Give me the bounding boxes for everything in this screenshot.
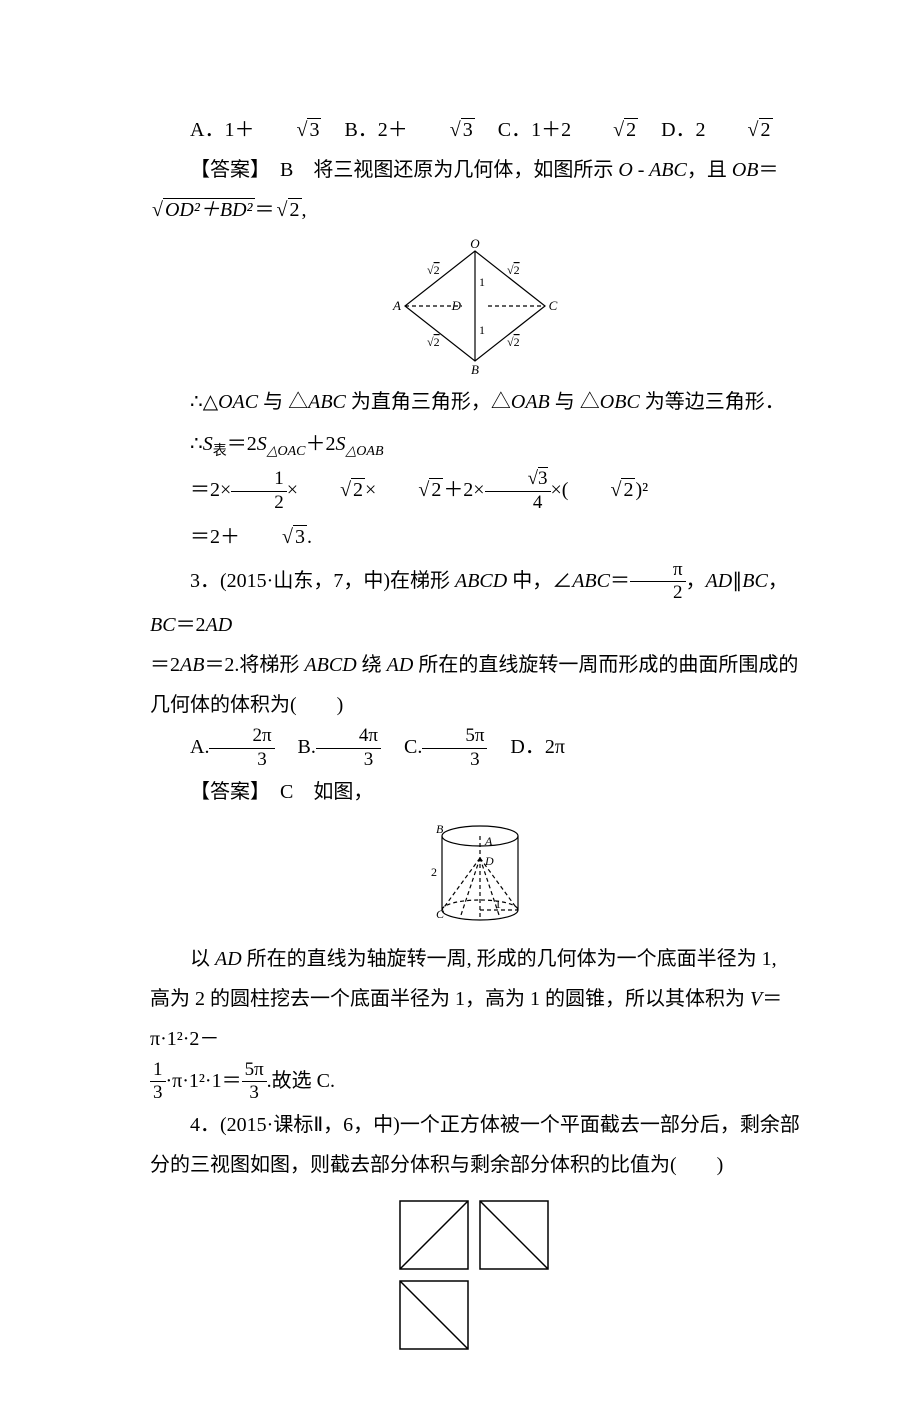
- q4-stem: 4．(2015·课标Ⅱ，6，中)一个正方体被一个平面截去一部分后，剩余部分的三视…: [150, 1105, 800, 1185]
- svg-text:B: B: [471, 362, 479, 376]
- q3-stem-line2: ＝2AB＝2.将梯形 ABCD 绕 AD 所在的直线旋转一周而形成的曲面所围成的…: [150, 645, 800, 725]
- q3-explanation: 以 AD 所在的直线为轴旋转一周, 形成的几何体为一个底面半径为 1, 高为 2…: [150, 939, 800, 1059]
- q2-s-line1: ∴S表＝2S△OAC＋2S△OAB: [150, 422, 800, 468]
- svg-text:1: 1: [479, 275, 485, 289]
- svg-text:1: 1: [495, 897, 501, 911]
- svg-text:2: 2: [431, 865, 437, 879]
- q2-s-line3: ＝2＋3.: [150, 515, 800, 559]
- q2-option-a: A．1＋3: [190, 119, 321, 141]
- svg-text:C: C: [436, 907, 445, 921]
- q3-option-a: A.2π3: [190, 736, 275, 758]
- q2-option-c: C．1＋22: [498, 119, 638, 141]
- svg-text:A: A: [392, 298, 401, 313]
- q3-options: A.2π3 B.4π3 C.5π3 D．2π: [150, 725, 800, 772]
- q2-proof-line1: ∴△OAC 与 △ABC 为直角三角形，△OAB 与 △OBC 为等边三角形．: [150, 382, 800, 422]
- q2-diagram: O A C B D √2 √2 √2 √2 1 1: [385, 236, 565, 376]
- svg-text:O: O: [470, 236, 480, 251]
- q3-option-b: B.4π3: [298, 736, 381, 758]
- svg-text:√2: √2: [427, 263, 440, 277]
- answer-label: 【答案】: [190, 159, 260, 181]
- svg-text:√2: √2: [427, 335, 440, 349]
- svg-text:B: B: [436, 822, 444, 836]
- q2-option-b: B．2＋3: [344, 119, 474, 141]
- svg-text:A: A: [484, 834, 493, 848]
- q2-option-d: D．22: [661, 119, 772, 141]
- q3-option-d: D．2π: [510, 736, 565, 758]
- svg-text:C: C: [549, 298, 558, 313]
- q2-ob-expr: OD²＋BD²＝2,: [150, 190, 800, 230]
- q2-s-line2: ＝2×12×2×2＋2×√34×(2)²: [150, 468, 800, 515]
- page: A．1＋3 B．2＋3 C．1＋22 D．22 【答案】 B 将三视图还原为几何…: [0, 0, 920, 1427]
- q4-diagram: [390, 1191, 560, 1361]
- svg-text:√2: √2: [507, 335, 520, 349]
- q3-option-c: C.5π3: [404, 736, 487, 758]
- q2-options: A．1＋3 B．2＋3 C．1＋22 D．22: [150, 110, 800, 150]
- q2-answer-para: 【答案】 B 将三视图还原为几何体，如图所示 O - ABC，且 OB＝: [150, 150, 800, 190]
- svg-text:√2: √2: [507, 263, 520, 277]
- svg-text:D: D: [484, 854, 494, 868]
- svg-text:1: 1: [479, 323, 485, 337]
- svg-text:D: D: [451, 298, 462, 313]
- q3-stem: 3．(2015·山东，7，中)在梯形 ABCD 中，∠ABC＝π2，AD∥BC，…: [150, 559, 800, 646]
- q3-answer: 【答案】 C 如图，: [150, 772, 800, 812]
- q3-diagram: B A D C 2 1: [410, 818, 540, 933]
- q3-explanation-line2: 13·π·1²·1＝5π3.故选 C.: [150, 1059, 800, 1106]
